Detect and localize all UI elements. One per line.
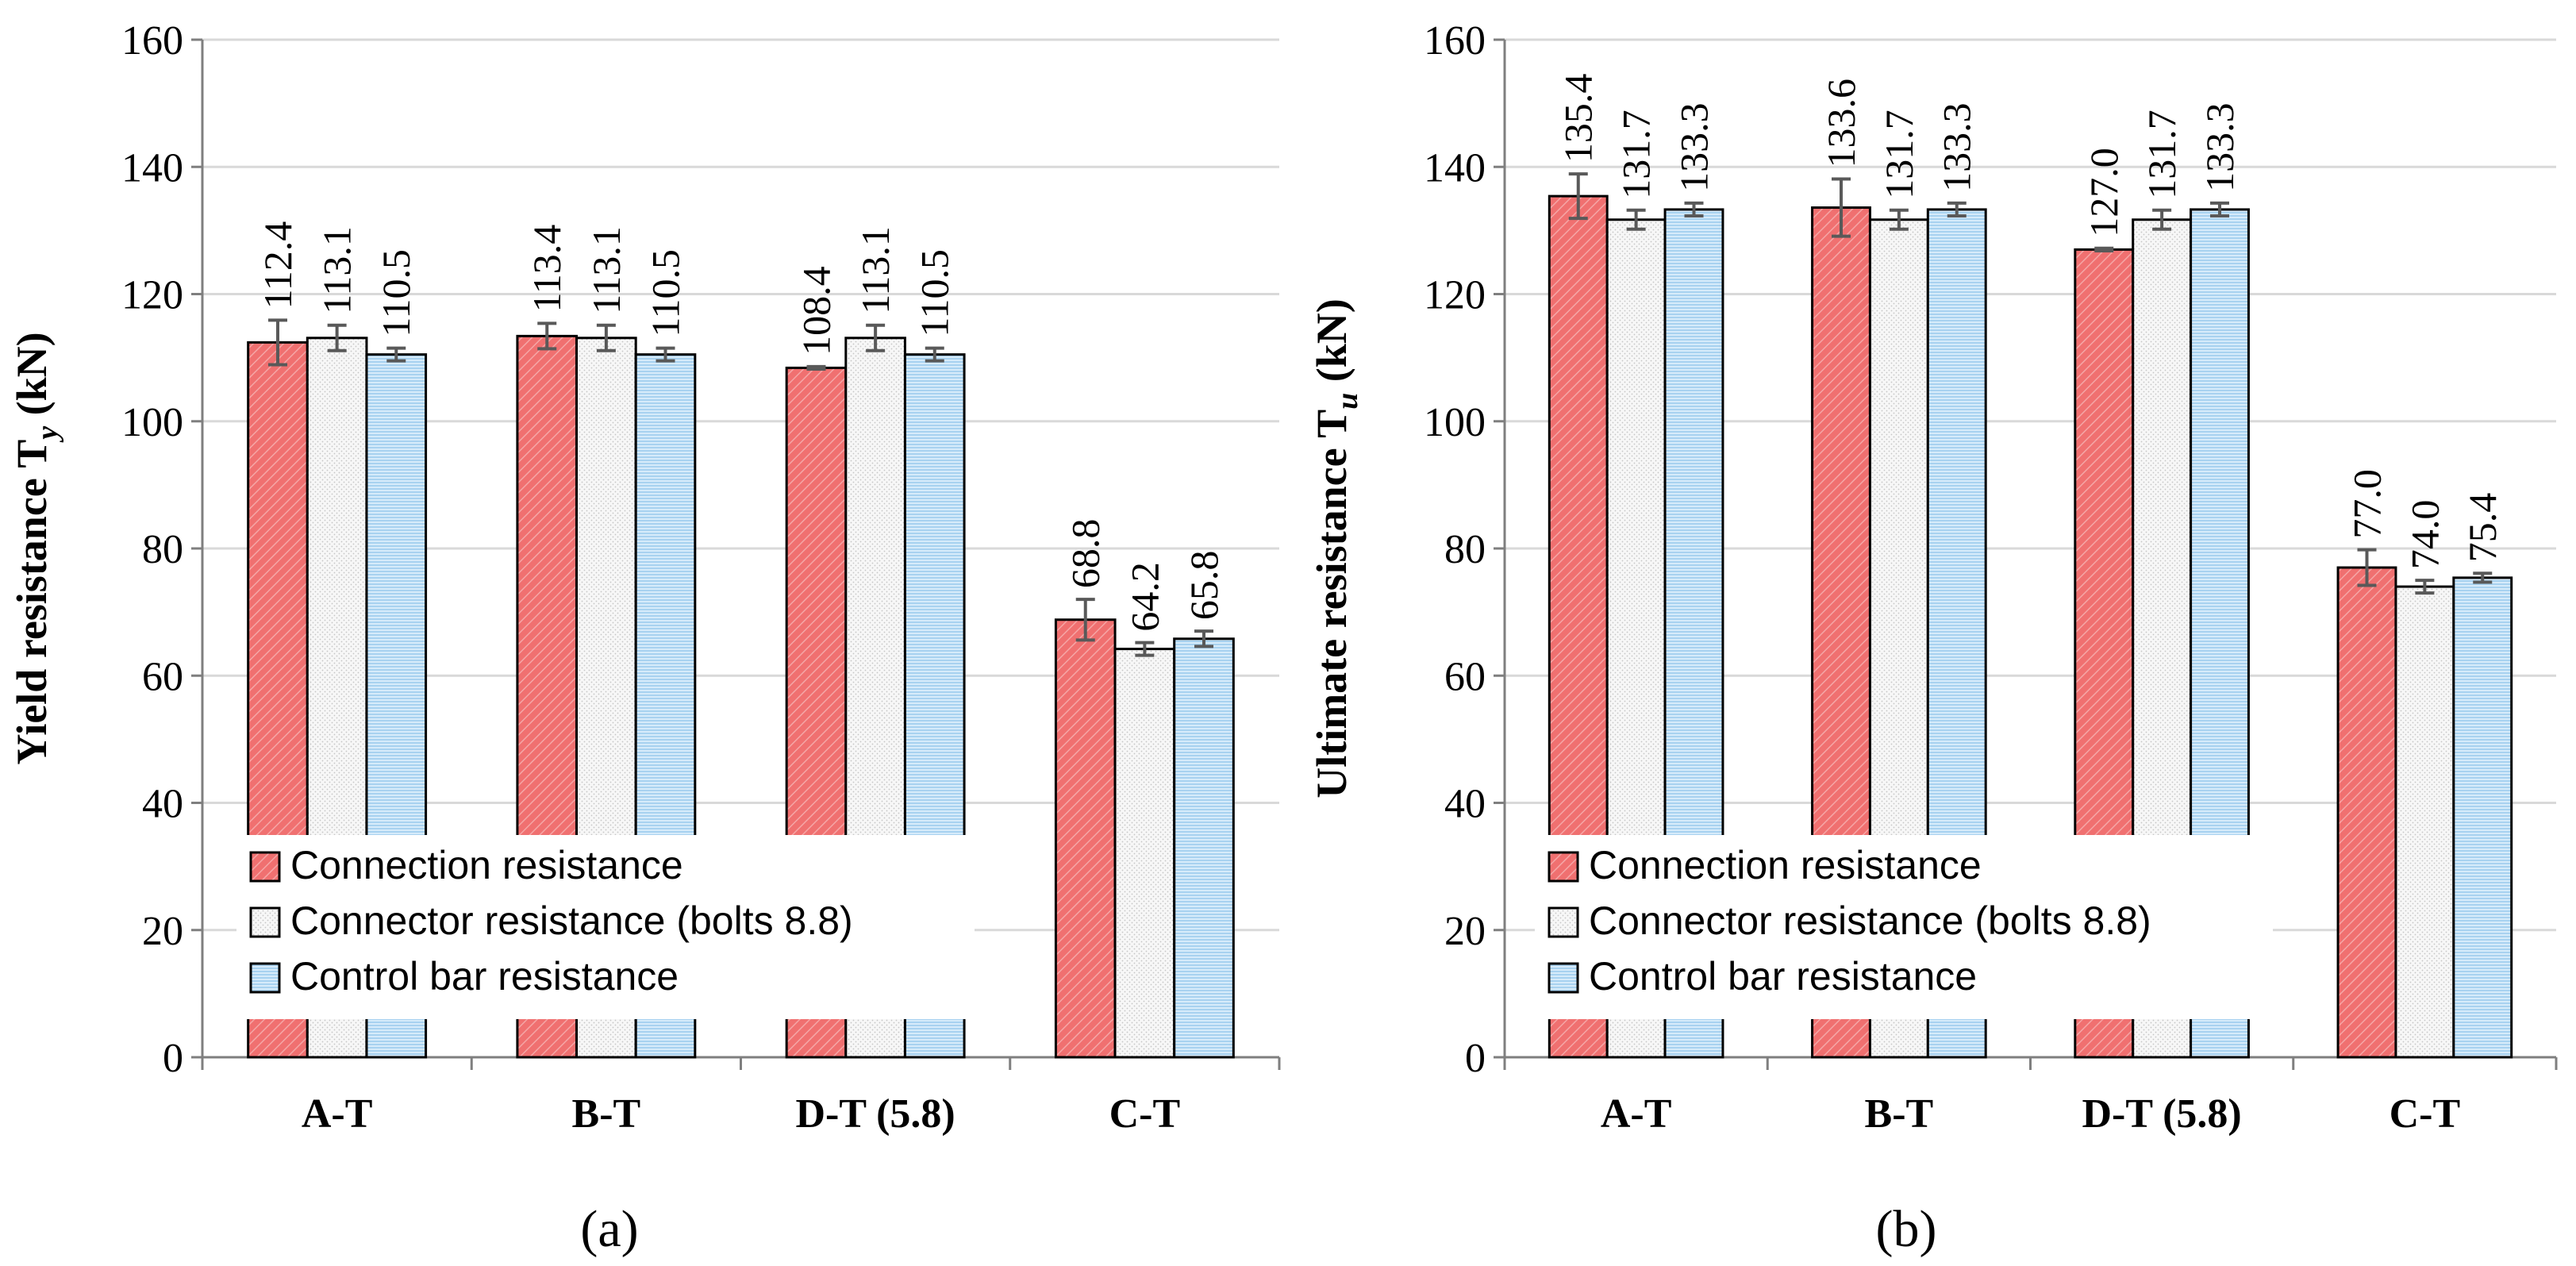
data-label: 133.3 [1935,102,1979,192]
y-axis-title-text: Ultimate resistance T [1308,410,1355,798]
legend-swatch-connection [1548,851,1579,883]
y-tick-label: 0 [1465,1036,1486,1081]
panel-label: (a) [580,1200,638,1258]
y-axis-title-subscript: u [1331,393,1364,410]
legend-swatch-connector [249,906,281,938]
chart-panel-a: 0 20 40 60 80 100 120 140 160 A-T B-T D-T (5.8) C-T 1… [8,18,1281,1258]
category-label: A-T [1601,1091,1672,1137]
y-axis-title: Ultimate resistance Tu (kN) [1308,298,1364,798]
bar-connector [2394,585,2455,1059]
data-label: 74.0 [2402,500,2447,570]
data-label: 113.1 [853,226,898,314]
category-label: D-T (5.8) [796,1091,955,1137]
legend-swatch-control [1548,962,1579,994]
y-axis-title: Yield resistance Ty (kN) [8,332,64,764]
data-label: 110.5 [374,249,418,337]
y-tick-label: 60 [1444,654,1486,699]
category-label: B-T [1865,1091,1934,1137]
data-label: 77.0 [2345,469,2390,539]
legend-label-connection: Connection resistance [1589,843,1982,887]
y-tick-label: 140 [1424,145,1486,190]
y-axis-title-subscript: y [31,426,64,443]
y-tick-label: 20 [142,909,183,954]
data-label: 112.4 [256,221,300,310]
legend-label-control: Control bar resistance [290,954,679,999]
data-label: 108.4 [794,266,838,356]
y-axis-title-text: Yield resistance T [8,440,56,765]
panel-label: (b) [1876,1200,1937,1258]
data-label: 113.1 [315,226,359,314]
legend-swatch-connection [249,851,281,883]
y-tick-label: 120 [1424,273,1486,318]
bar-connection [2336,566,2397,1059]
category-label: D-T (5.8) [2082,1091,2242,1137]
legend: Connection resistance Connector resistanc… [1535,835,2273,1019]
data-label: 64.2 [1122,562,1167,632]
y-tick-label: 100 [121,400,183,445]
data-label: 110.5 [913,249,957,337]
y-tick-label: 40 [142,782,183,827]
category-label: B-T [572,1091,641,1137]
y-tick-label: 40 [1444,782,1486,827]
y-axis-title-unit: (kN) [8,332,56,426]
y-tick-label: 80 [1444,527,1486,572]
chart-panel-b: 0 20 40 60 80 100 120 140 160 A-T B-T D-T (5.8) C-T 1… [1308,18,2558,1258]
y-tick-label: 160 [121,18,183,63]
legend-swatch-control [249,962,281,994]
y-tick-label: 120 [121,273,183,318]
data-label: 113.4 [525,225,569,313]
legend-swatch-connector [1548,906,1579,938]
data-label: 131.7 [2140,110,2184,199]
bar-control [2452,576,2513,1059]
y-tick-label: 80 [142,527,183,572]
data-label: 65.8 [1182,551,1226,621]
bar-connection [1054,618,1117,1059]
legend-background [236,835,975,1019]
data-label: 127.0 [2082,148,2126,237]
y-axis-title-unit: (kN) [1308,298,1355,393]
category-label: C-T [2390,1091,2461,1137]
data-label: 113.1 [584,226,629,314]
data-label: 68.8 [1063,519,1108,589]
y-tick-label: 100 [1424,400,1486,445]
y-tick-label: 160 [1424,18,1486,63]
data-label: 135.4 [1556,74,1601,164]
data-label: 131.7 [1614,110,1659,199]
data-label: 133.3 [1672,102,1717,192]
bar-connector [1113,648,1176,1059]
y-tick-label: 60 [142,654,183,699]
data-label: 75.4 [2460,493,2505,563]
category-label: C-T [1109,1091,1181,1137]
data-label: 110.5 [644,249,688,337]
data-label: 133.6 [1819,79,1863,168]
bar-control [1173,637,1235,1059]
legend-label-control: Control bar resistance [1589,954,1977,999]
y-tick-label: 20 [1444,909,1486,954]
data-label: 131.7 [1877,110,1921,199]
legend-label-connector: Connector resistance (bolts 8.8) [1589,899,2151,943]
legend-label-connector: Connector resistance (bolts 8.8) [290,899,853,943]
legend-label-connection: Connection resistance [290,843,683,887]
y-tick-label: 140 [121,145,183,190]
legend: Connection resistance Connector resistanc… [236,835,975,1019]
legend-background [1535,835,2273,1019]
category-label: A-T [302,1091,373,1137]
data-label: 133.3 [2197,102,2242,192]
y-tick-label: 0 [163,1036,183,1081]
